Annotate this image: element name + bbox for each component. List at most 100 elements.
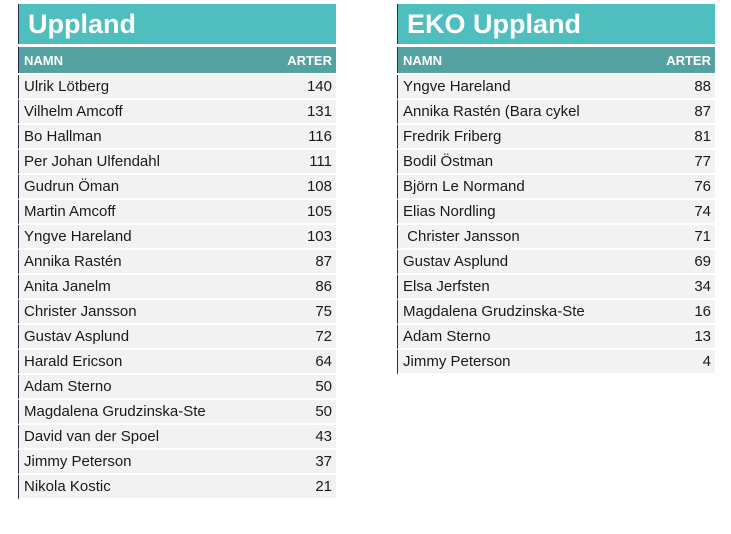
row-name: Christer Jansson — [24, 303, 137, 320]
row-name: Elsa Jerfsten — [403, 278, 490, 295]
table-row: Jimmy Peterson 37 — [18, 450, 336, 475]
row-name: Elias Nordling — [403, 203, 496, 220]
row-arter-count: 50 — [315, 378, 332, 395]
row-arter-count: 69 — [694, 253, 711, 270]
table-row: Christer Jansson 71 — [397, 225, 715, 250]
table-row: Annika Rastén (Bara cykel 87 — [397, 100, 715, 125]
table-row: Bodil Östman 77 — [397, 150, 715, 175]
table-row: Christer Jansson 75 — [18, 300, 336, 325]
table-row: David van der Spoel 43 — [18, 425, 336, 450]
row-name: Björn Le Normand — [403, 178, 525, 195]
table-row: Magdalena Grudzinska-Ste 16 — [397, 300, 715, 325]
table-row: Magdalena Grudzinska-Ste 50 — [18, 400, 336, 425]
row-arter-count: 37 — [315, 453, 332, 470]
row-name: Magdalena Grudzinska-Ste — [24, 403, 206, 420]
eko-uppland-header-row: NAMN ARTER — [397, 47, 715, 73]
row-name: Vilhelm Amcoff — [24, 103, 123, 120]
row-name: Martin Amcoff — [24, 203, 116, 220]
uppland-rows: Ulrik Lötberg 140 Vilhelm Amcoff 131 Bo … — [18, 75, 336, 500]
row-arter-count: 72 — [315, 328, 332, 345]
uppland-table: Uppland NAMN ARTER Ulrik Lötberg 140 Vil… — [18, 4, 336, 500]
table-row: Yngve Hareland 103 — [18, 225, 336, 250]
row-name: Nikola Kostic — [24, 478, 111, 495]
row-name: Jimmy Peterson — [24, 453, 132, 470]
row-name: Annika Rastén — [24, 253, 122, 270]
table-row: Bo Hallman 116 — [18, 125, 336, 150]
row-name: Jimmy Peterson — [403, 353, 511, 370]
row-arter-count: 16 — [694, 303, 711, 320]
table-row: Per Johan Ulfendahl 111 — [18, 150, 336, 175]
uppland-header-row: NAMN ARTER — [18, 47, 336, 73]
row-name: Gustav Asplund — [24, 328, 130, 345]
row-name: Harald Ericson — [24, 353, 123, 370]
row-name: Yngve Hareland — [403, 78, 511, 95]
table-row: Nikola Kostic 21 — [18, 475, 336, 500]
row-arter-count: 86 — [315, 278, 332, 295]
column-header-arter: ARTER — [287, 52, 332, 68]
row-arter-count: 43 — [315, 428, 332, 445]
row-name: Magdalena Grudzinska-Ste — [403, 303, 585, 320]
table-row: Ulrik Lötberg 140 — [18, 75, 336, 100]
table-row: Elias Nordling 74 — [397, 200, 715, 225]
row-arter-count: 87 — [315, 253, 332, 270]
table-row: Björn Le Normand 76 — [397, 175, 715, 200]
table-row: Vilhelm Amcoff 131 — [18, 100, 336, 125]
table-row: Gustav Asplund 72 — [18, 325, 336, 350]
eko-uppland-rows: Yngve Hareland 88 Annika Rastén (Bara cy… — [397, 75, 715, 375]
table-row: Anita Janelm 86 — [18, 275, 336, 300]
table-row: Jimmy Peterson 4 — [397, 350, 715, 375]
column-header-namn: NAMN — [24, 52, 63, 68]
eko-uppland-table: EKO Uppland NAMN ARTER Yngve Hareland 88… — [397, 4, 715, 375]
table-row: Adam Sterno 50 — [18, 375, 336, 400]
row-name: Anita Janelm — [24, 278, 111, 295]
row-arter-count: 4 — [702, 353, 711, 370]
row-arter-count: 105 — [306, 203, 332, 220]
row-arter-count: 103 — [306, 228, 332, 245]
row-arter-count: 88 — [694, 78, 711, 95]
row-arter-count: 21 — [315, 478, 332, 495]
row-name: Gustav Asplund — [403, 253, 509, 270]
table-row: Adam Sterno 13 — [397, 325, 715, 350]
row-arter-count: 71 — [694, 228, 711, 245]
eko-uppland-table-title: EKO Uppland — [397, 4, 715, 44]
table-row: Annika Rastén 87 — [18, 250, 336, 275]
row-name: David van der Spoel — [24, 428, 160, 445]
row-name: Annika Rastén (Bara cykel — [403, 103, 580, 120]
row-name: Adam Sterno — [24, 378, 112, 395]
uppland-table-title: Uppland — [18, 4, 336, 44]
row-name: Per Johan Ulfendahl — [24, 153, 160, 170]
row-name: Adam Sterno — [403, 328, 491, 345]
row-arter-count: 50 — [315, 403, 332, 420]
row-name: Yngve Hareland — [24, 228, 132, 245]
row-arter-count: 111 — [309, 153, 332, 170]
table-row: Harald Ericson 64 — [18, 350, 336, 375]
table-row: Martin Amcoff 105 — [18, 200, 336, 225]
row-name: Fredrik Friberg — [403, 128, 502, 145]
row-arter-count: 34 — [694, 278, 711, 295]
row-arter-count: 76 — [694, 178, 711, 195]
table-row: Yngve Hareland 88 — [397, 75, 715, 100]
row-arter-count: 74 — [694, 203, 711, 220]
row-arter-count: 108 — [306, 178, 332, 195]
row-arter-count: 81 — [694, 128, 711, 145]
row-arter-count: 75 — [315, 303, 332, 320]
row-arter-count: 131 — [306, 103, 332, 120]
column-header-arter: ARTER — [666, 52, 711, 68]
row-arter-count: 77 — [694, 153, 711, 170]
table-row: Gustav Asplund 69 — [397, 250, 715, 275]
column-header-namn: NAMN — [403, 52, 442, 68]
row-name: Ulrik Lötberg — [24, 78, 110, 95]
table-row: Fredrik Friberg 81 — [397, 125, 715, 150]
row-arter-count: 87 — [694, 103, 711, 120]
table-row: Elsa Jerfsten 34 — [397, 275, 715, 300]
row-arter-count: 13 — [694, 328, 711, 345]
row-name: Christer Jansson — [403, 228, 520, 245]
table-row: Gudrun Öman 108 — [18, 175, 336, 200]
row-arter-count: 64 — [315, 353, 332, 370]
row-name: Gudrun Öman — [24, 178, 120, 195]
row-name: Bo Hallman — [24, 128, 102, 145]
row-arter-count: 140 — [306, 78, 332, 95]
row-arter-count: 116 — [308, 128, 332, 145]
row-name: Bodil Östman — [403, 153, 494, 170]
